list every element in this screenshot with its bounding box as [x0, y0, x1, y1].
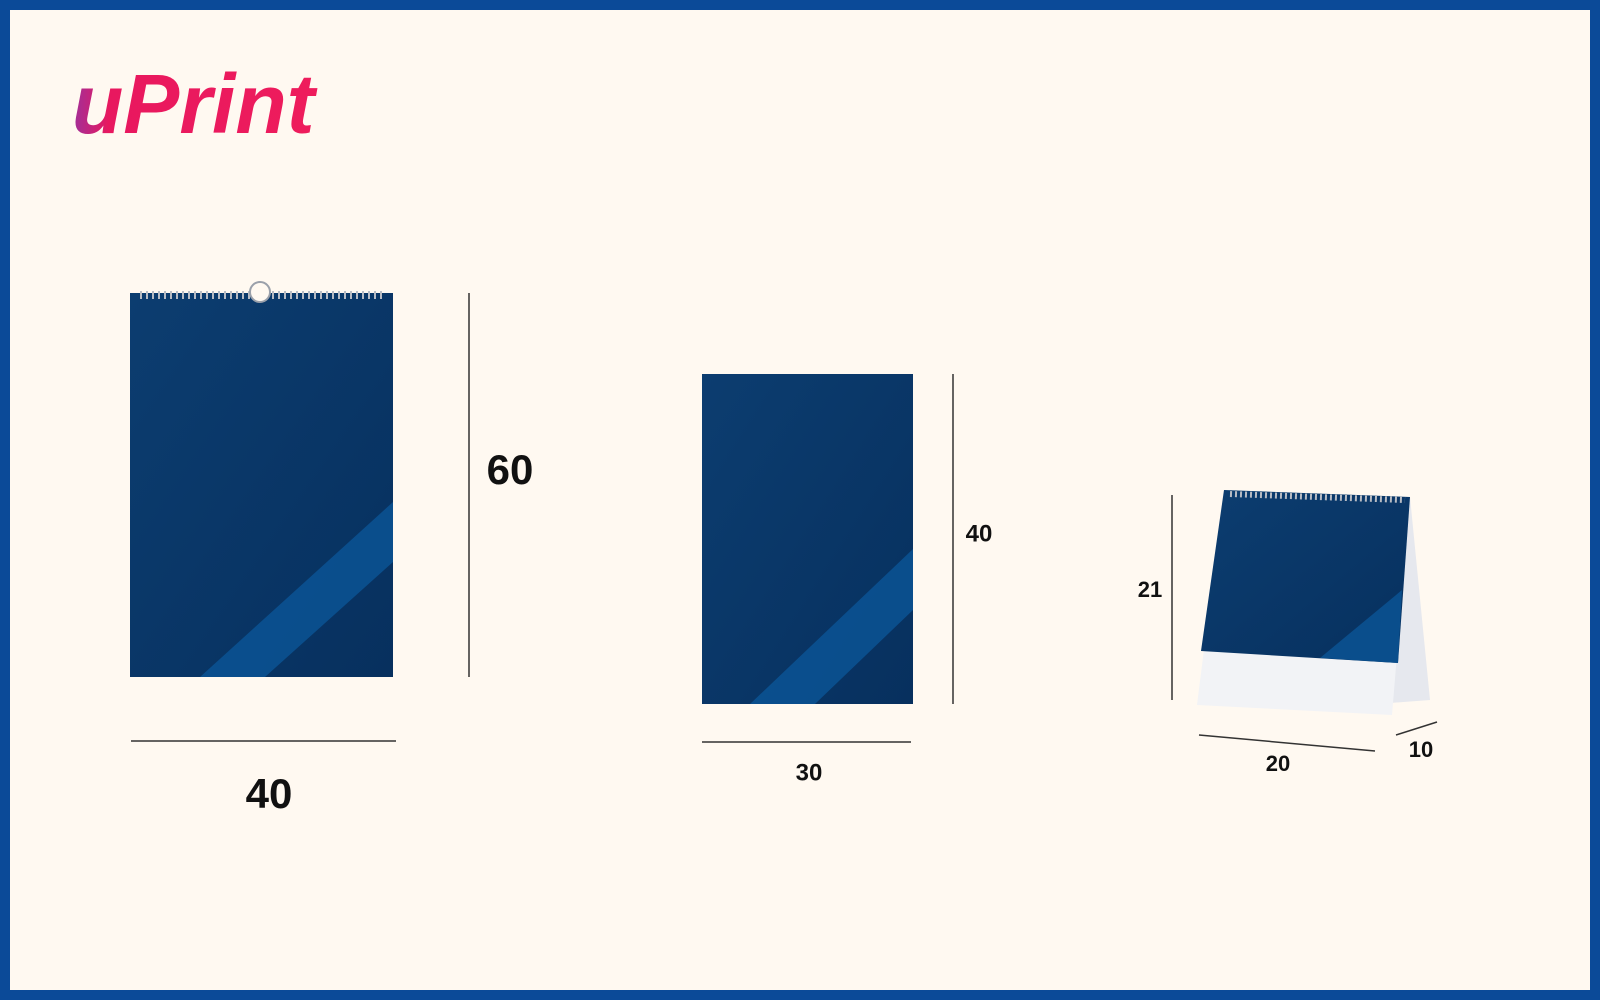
depth-line: [1395, 721, 1438, 736]
desk-calendar: [1197, 490, 1430, 715]
depth-label: 10: [1409, 737, 1433, 762]
width-label: 30: [796, 759, 823, 786]
width-label: 20: [1266, 751, 1290, 776]
height-label: 40: [966, 520, 993, 547]
height-label: 60: [487, 446, 534, 493]
poster-calendar: [702, 374, 913, 704]
height-label: 21: [1138, 577, 1162, 602]
width-label: 40: [246, 770, 293, 817]
width-line: [1198, 734, 1376, 752]
logo: uPrint: [72, 57, 318, 151]
wall-calendar: [130, 281, 393, 677]
